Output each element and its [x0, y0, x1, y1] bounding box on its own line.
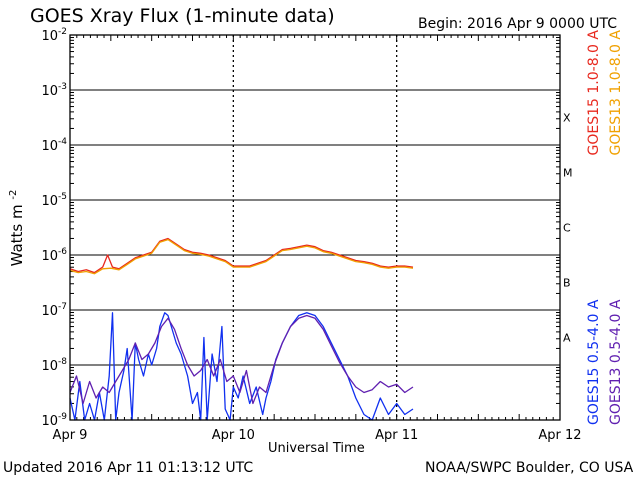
flare-class-label: B — [563, 277, 571, 290]
y-tick-label: 10-5 — [41, 192, 67, 209]
y-tick-label: 10-2 — [41, 27, 67, 44]
flare-class-label: A — [563, 332, 571, 345]
y-tick-label: 10-8 — [41, 357, 67, 374]
begin-time-label: Begin: 2016 Apr 9 0000 UTC — [418, 16, 617, 32]
legend-entry-goes13-1-0-8-0-a: GOES13 1.0-8.0 A — [608, 30, 624, 156]
series-line-goes15-0-5-4-0-a — [69, 312, 414, 421]
updated-timestamp: Updated 2016 Apr 11 01:13:12 UTC — [3, 460, 254, 476]
x-tick-label: Apr 10 — [212, 428, 255, 443]
flare-class-label: M — [563, 167, 573, 180]
chart-title: GOES Xray Flux (1-minute data) — [30, 5, 335, 27]
y-tick-label: 10-3 — [41, 82, 67, 99]
y-tick-label: 10-9 — [41, 412, 67, 429]
legend-entry-goes15-0-5-4-0-a: GOES15 0.5-4.0 A — [586, 299, 602, 425]
legend-entry-goes15-1-0-8-0-a: GOES15 1.0-8.0 A — [586, 30, 602, 156]
credit-label: NOAA/SWPC Boulder, CO USA — [425, 460, 634, 476]
series-line-goes15-1-0-8-0-a — [69, 237, 414, 274]
flare-class-label: X — [563, 112, 571, 125]
y-tick-label: 10-7 — [41, 302, 67, 319]
series-line-goes13-1-0-8-0-a — [69, 238, 414, 275]
x-tick-label: Apr 12 — [538, 428, 581, 443]
flare-class-label: C — [563, 222, 571, 235]
y-tick-label: 10-6 — [41, 247, 67, 264]
legend-entry-goes13-0-5-4-0-a: GOES13 0.5-4.0 A — [608, 299, 624, 425]
y-axis-label: Watts m -2 — [8, 190, 26, 267]
x-tick-label: Apr 9 — [53, 428, 88, 443]
x-axis-label: Universal Time — [268, 441, 365, 456]
series-line-goes13-0-5-4-0-a — [69, 314, 414, 405]
y-tick-label: 10-4 — [41, 137, 67, 154]
plot-frame — [69, 34, 561, 421]
x-tick-label: Apr 11 — [375, 428, 418, 443]
